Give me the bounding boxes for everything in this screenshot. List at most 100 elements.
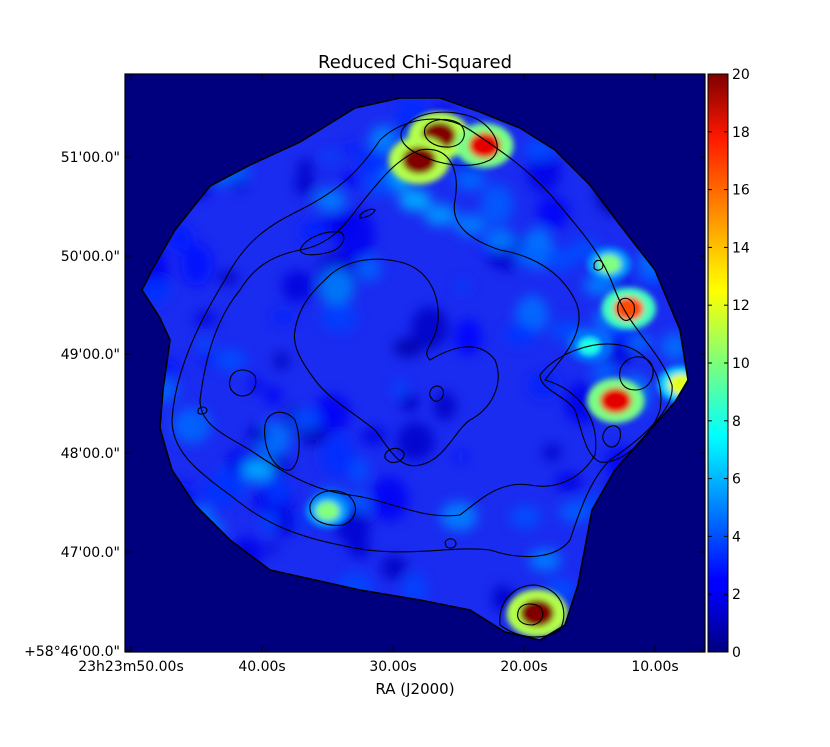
texture-patch [289,409,321,431]
texture-patch [356,256,382,282]
colorbar-tick-label: 4 [732,529,741,545]
texture-patch [514,244,546,266]
y-tick-label: 48'00.0" [61,446,120,462]
colorbar-tick-label: 10 [732,356,750,372]
texture-patch [242,459,274,481]
chart-title: Reduced Chi-Squared [318,52,512,73]
texture-patch [381,555,407,580]
y-tick-label: 49'00.0" [61,347,120,363]
texture-patch [411,306,449,349]
texture-patch [342,143,361,155]
texture-patch [172,407,211,444]
texture-patch [273,352,290,370]
texture-patch [554,472,583,493]
hotspot [402,146,437,174]
hotspot [468,132,501,159]
colorbar-tick-label: 14 [732,240,750,256]
contour-bottom-inner [517,603,544,626]
texture-patch [433,391,457,421]
contour-outer [171,118,673,558]
texture-patch [265,475,289,505]
texture-patch [340,172,360,188]
texture-patch [392,380,408,398]
texture-patch [357,147,388,177]
texture-patch [424,204,456,226]
texture-patch [142,279,171,301]
texture-patch [281,270,315,303]
texture-patch [529,549,561,571]
x-tick-label: 30.00s [369,659,416,675]
texture-patch [484,229,516,251]
contour-tiny-3 [444,538,457,549]
contour-small-left [229,369,257,397]
colorbar-tick-label: 2 [732,587,741,603]
contour-top-loop [400,111,498,166]
contour-tiny-2 [429,385,444,402]
texture-patch [454,319,482,356]
texture-patch [217,270,239,285]
texture-patch [559,501,591,523]
colorbar-ticks: 0 2 4 6 8 10 12 14 16 18 20 [708,67,750,661]
contour-middle [199,148,597,517]
contour-right-edge [602,425,621,448]
texture-patch [348,457,369,484]
colorbar-tick-label: 18 [732,125,750,141]
texture-patch [296,158,314,175]
texture-patch [454,214,486,236]
texture-patch [194,311,218,326]
texture-patch [201,474,241,507]
texture-patch [627,334,653,352]
contour-lower-left [309,490,356,526]
texture-patch [265,385,282,406]
texture-patch [294,172,315,196]
colorbar-tick-label: 0 [732,645,741,661]
y-tick-label: 51'00.0" [61,150,120,166]
texture-patch [509,505,542,528]
texture-patch [455,279,471,294]
texture-patch [515,295,549,333]
texture-patch [400,393,420,412]
texture-patch [369,125,398,157]
texture-patch [361,427,386,446]
texture-patch [214,349,246,371]
y-tick-label: +58°46'00.0" [24,644,120,660]
contour-bottom-blob [499,584,565,638]
x-axis: 23h23m50.00s 40.00s 30.00s 20.00s 10.00s [78,74,679,675]
texture-patch [399,189,431,211]
colorbar-tick-label: 8 [732,414,741,430]
contour-tiny-5 [197,406,208,415]
texture-patch [299,220,328,242]
texture-patch [336,209,375,261]
texture-patch [396,422,435,461]
texture-patch [453,452,469,462]
contour-inner [293,258,499,467]
y-tick-label: 47'00.0" [61,545,120,561]
texture-patch [504,324,536,346]
hotspot [520,599,555,627]
contour-left-blob [264,411,300,471]
contour-tiny-4 [359,208,376,219]
texture-patch [265,544,279,553]
x-tick-label: 23h23m50.00s [78,659,184,675]
contour-right-blob-2 [617,297,635,321]
texture-patch [543,443,562,462]
texture-patch [319,268,354,307]
texture-patch [321,433,355,478]
contour-right-blob [619,356,654,391]
texture-patch [197,338,212,352]
plot-frame [124,73,706,653]
texture-patch [314,394,351,433]
texture-patch [481,184,514,226]
texture-patch [272,310,294,324]
colorbar-tick-label: 6 [732,472,741,488]
contours [171,111,673,638]
contour-tiny-1 [384,447,405,464]
x-tick-label: 20.00s [500,659,547,675]
texture-patch [544,249,576,271]
texture-patch [247,425,269,445]
texture-patch [364,174,396,196]
y-tick-label: 50'00.0" [61,249,120,265]
colorbar-tick-label: 16 [732,183,750,199]
colorbar-tick-label: 20 [732,67,750,83]
hotspot [315,501,340,521]
